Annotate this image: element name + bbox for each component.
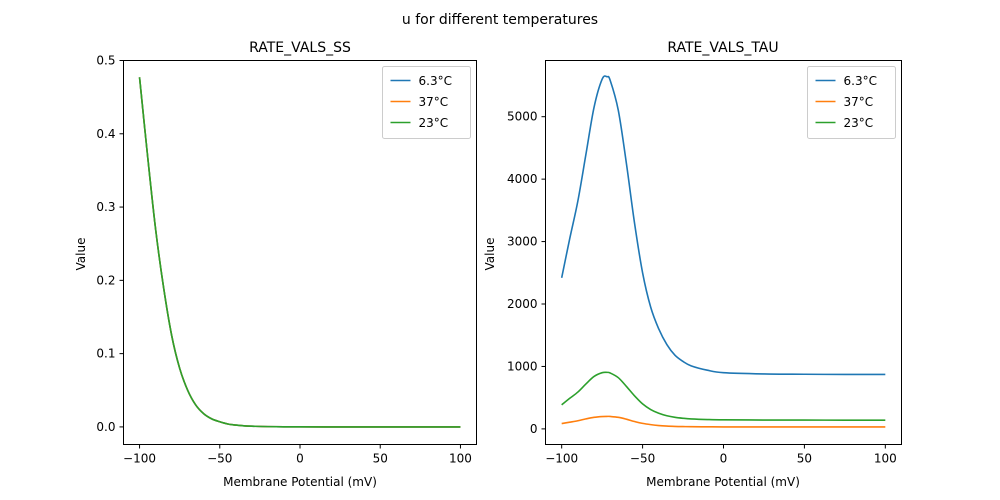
legend: 6.3°C 37°C 23°C	[382, 66, 471, 139]
legend-label: 23°C	[844, 116, 874, 130]
legend-frame	[382, 66, 471, 139]
y-tick-label: 0.2	[96, 273, 115, 287]
legend-label: 23°C	[419, 116, 449, 130]
y-tick-label: 1000	[507, 359, 538, 373]
x-tick-label: −50	[207, 452, 232, 466]
y-tick-label: 3000	[507, 235, 538, 249]
legend-label: 37°C	[419, 95, 449, 109]
x-axis-label: Membrane Potential (mV)	[646, 475, 800, 489]
x-tick-label: −50	[630, 452, 655, 466]
y-tick-label: 5000	[507, 110, 538, 124]
series-line-2	[561, 415, 886, 428]
y-tick-label: 0.0	[96, 420, 115, 434]
x-tick-label: 100	[874, 452, 897, 466]
x-tick-label: 0	[296, 452, 304, 466]
axes-rate-vals-tau: RATE_VALS_TAU Membrane Potential (mV) Va…	[483, 40, 902, 489]
x-tick-label: 100	[449, 452, 472, 466]
x-tick-label: 0	[720, 452, 728, 466]
y-tick-label: 0.5	[96, 54, 115, 68]
axes-frame	[123, 60, 477, 445]
y-tick-label: 4000	[507, 172, 538, 186]
y-tick-label: 0.4	[96, 127, 115, 141]
x-tick-label: 50	[373, 452, 388, 466]
y-tick-label: 0	[530, 422, 538, 436]
y-axis-label: Value	[74, 238, 88, 271]
x-tick-label: 50	[797, 452, 812, 466]
x-axis-label: Membrane Potential (mV)	[223, 475, 377, 489]
legend-label: 37°C	[844, 95, 874, 109]
axes-rate-vals-ss: RATE_VALS_SS Membrane Potential (mV) Val…	[74, 40, 477, 489]
axes-title: RATE_VALS_SS	[249, 40, 351, 56]
y-tick-label: 0.1	[96, 347, 115, 361]
figure-title: u for different temperatures	[402, 12, 598, 28]
x-tick-label: −100	[123, 452, 156, 466]
series-line-1	[560, 75, 886, 376]
axes-title: RATE_VALS_TAU	[667, 40, 778, 56]
y-axis-label: Value	[483, 238, 497, 271]
legend-label: 6.3°C	[844, 74, 877, 88]
legend-frame	[807, 66, 896, 139]
legend-label: 6.3°C	[419, 74, 452, 88]
y-tick-label: 2000	[507, 297, 538, 311]
series-line-3	[138, 77, 461, 428]
legend: 6.3°C 37°C 23°C	[807, 66, 896, 139]
y-tick-label: 0.3	[96, 200, 115, 214]
x-tick-label: −100	[545, 452, 578, 466]
series-line-3	[561, 371, 886, 421]
axes-frame	[545, 60, 902, 445]
